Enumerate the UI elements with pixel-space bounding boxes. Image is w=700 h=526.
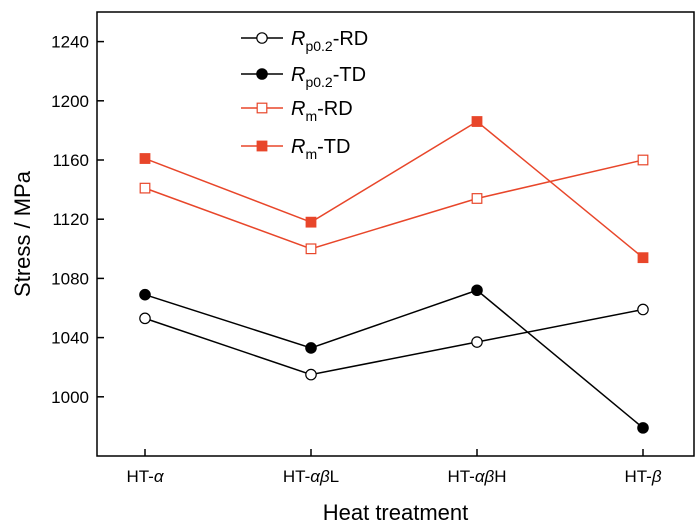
y-tick-label: 1080 <box>51 269 89 288</box>
x-tick-label: HT-α <box>126 467 164 486</box>
data-point <box>471 284 483 297</box>
data-point <box>637 154 649 166</box>
data-point <box>139 312 151 325</box>
x-tick-label: HT-β <box>624 467 661 486</box>
y-tick-label: 1040 <box>51 329 89 348</box>
y-tick-label: 1000 <box>51 388 89 407</box>
legend-item: Rp0.2-RD <box>241 28 368 54</box>
legend-item: Rm-TD <box>241 136 350 162</box>
series-line <box>144 289 644 429</box>
data-point <box>471 116 483 127</box>
data-point <box>637 422 649 434</box>
series-line <box>144 120 644 259</box>
plot-area <box>96 11 695 457</box>
data-point <box>305 216 317 228</box>
data-point <box>471 336 483 348</box>
data-point <box>471 193 483 204</box>
legend: Rp0.2-RD Rp0.2-TD Rm-RD Rm-TD <box>241 28 368 162</box>
y-tick-label: 1120 <box>52 210 89 229</box>
legend-marker <box>256 68 268 80</box>
data-point <box>139 288 151 301</box>
legend-label: Rm-RD <box>291 98 353 124</box>
x-tick-label: HT-αβL <box>283 467 339 486</box>
series <box>139 284 649 434</box>
legend-marker <box>256 102 268 114</box>
y-tick-label: 1160 <box>52 151 89 170</box>
y-axis-title: Stress / MPa <box>10 170 35 297</box>
series <box>139 303 649 381</box>
data-point <box>637 252 649 264</box>
series-group <box>139 116 649 434</box>
data-point <box>139 153 151 164</box>
legend-marker <box>256 140 268 152</box>
series-line <box>144 159 644 250</box>
legend-item: Rp0.2-TD <box>241 64 366 90</box>
x-axis: HT-α HT-αβL HT-αβH HT-β <box>126 449 662 486</box>
x-tick-label: HT-αβH <box>447 467 506 486</box>
legend-item: Rm-RD <box>241 98 353 124</box>
y-tick-label: 1200 <box>51 92 89 111</box>
legend-label: Rm-TD <box>291 136 350 162</box>
series <box>139 154 649 255</box>
series <box>139 116 649 264</box>
y-tick-label: 1240 <box>51 33 89 52</box>
legend-label: Rp0.2-TD <box>291 64 366 90</box>
plot-frame <box>96 11 695 457</box>
x-axis-title: Heat treatment <box>323 500 469 525</box>
legend-marker <box>256 32 268 44</box>
y-axis: 1000 1040 1080 1120 1160 1200 1240 <box>51 33 104 407</box>
legend-label: Rp0.2-RD <box>291 28 368 54</box>
data-point <box>139 182 151 194</box>
data-point <box>305 243 317 255</box>
data-point <box>305 368 317 381</box>
series-line <box>144 308 644 376</box>
data-point <box>637 303 649 316</box>
data-point <box>305 342 317 354</box>
